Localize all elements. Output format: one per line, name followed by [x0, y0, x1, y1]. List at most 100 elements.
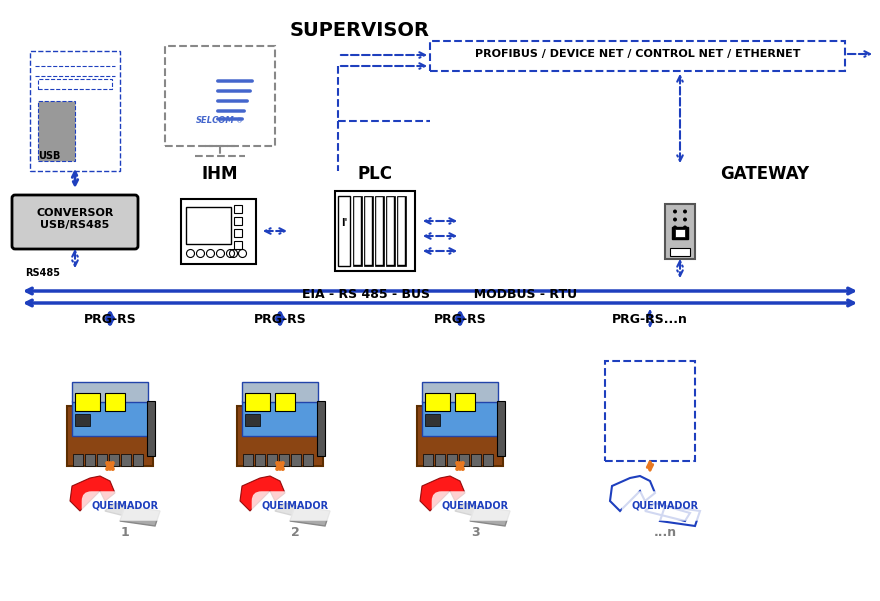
Bar — [455, 393, 475, 411]
Bar — [670, 248, 690, 255]
Text: EIA - RS 485 - BUS          MODBUS - RTU: EIA - RS 485 - BUS MODBUS - RTU — [303, 288, 577, 302]
Bar — [73, 454, 83, 466]
Polygon shape — [70, 476, 115, 511]
Bar — [147, 401, 155, 456]
FancyBboxPatch shape — [12, 195, 138, 249]
Bar — [317, 401, 325, 456]
Text: RS485: RS485 — [25, 268, 60, 278]
Text: PRG-RS...n: PRG-RS...n — [612, 313, 688, 326]
Bar — [675, 229, 685, 237]
Bar — [365, 197, 372, 265]
Bar — [398, 197, 405, 265]
Bar — [353, 196, 362, 266]
Bar — [459, 454, 469, 466]
Bar — [338, 196, 350, 266]
Bar — [279, 454, 289, 466]
Bar — [180, 198, 255, 263]
Polygon shape — [275, 503, 320, 521]
Polygon shape — [120, 506, 160, 526]
Bar — [430, 41, 845, 71]
Bar — [75, 414, 90, 426]
Bar — [471, 454, 481, 466]
Polygon shape — [290, 506, 330, 526]
Bar — [67, 406, 153, 466]
Text: 3: 3 — [471, 526, 480, 539]
Bar — [233, 204, 241, 213]
Bar — [605, 361, 695, 461]
Bar — [233, 216, 241, 225]
Bar — [72, 401, 148, 436]
Bar — [447, 454, 457, 466]
Bar — [255, 454, 265, 466]
Polygon shape — [470, 506, 510, 526]
Text: PRG-RS: PRG-RS — [84, 313, 136, 326]
Bar — [425, 414, 440, 426]
Bar — [233, 240, 241, 248]
Text: CONVERSOR
USB/RS485: CONVERSOR USB/RS485 — [36, 208, 114, 230]
Circle shape — [673, 210, 677, 213]
Circle shape — [683, 225, 687, 230]
Text: QUEIMADOR: QUEIMADOR — [442, 501, 509, 511]
Bar — [417, 406, 503, 466]
Bar — [109, 454, 119, 466]
Text: QUEIMADOR: QUEIMADOR — [632, 501, 699, 511]
Bar — [422, 401, 498, 436]
Bar — [435, 454, 445, 466]
Text: PRG-RS: PRG-RS — [434, 313, 487, 326]
Bar — [422, 382, 498, 402]
Bar — [376, 197, 383, 265]
Bar — [397, 196, 406, 266]
Bar — [121, 454, 131, 466]
Text: SELCOM: SELCOM — [195, 116, 234, 125]
Bar — [242, 401, 318, 436]
Bar — [245, 414, 260, 426]
Polygon shape — [455, 503, 500, 521]
Bar — [423, 454, 433, 466]
Bar — [85, 454, 95, 466]
Text: 1: 1 — [121, 526, 129, 539]
Bar — [386, 196, 395, 266]
Bar — [387, 197, 394, 265]
Bar — [335, 191, 415, 271]
Bar — [425, 393, 450, 411]
Bar — [303, 454, 313, 466]
Bar — [97, 454, 107, 466]
Text: QUEIMADOR: QUEIMADOR — [261, 501, 328, 511]
Text: PLC: PLC — [357, 165, 392, 183]
Bar — [354, 197, 361, 265]
Bar — [233, 228, 241, 237]
Polygon shape — [105, 503, 150, 521]
Text: ...n: ...n — [654, 526, 677, 539]
Circle shape — [673, 218, 677, 222]
Circle shape — [683, 210, 687, 213]
Bar — [483, 454, 493, 466]
Text: IHM: IHM — [202, 165, 238, 183]
Bar — [245, 393, 270, 411]
Text: I': I' — [341, 218, 348, 228]
Polygon shape — [240, 476, 285, 511]
Text: ®: ® — [237, 118, 244, 124]
Text: 2: 2 — [290, 526, 299, 539]
Bar — [267, 454, 277, 466]
Bar — [72, 382, 148, 402]
Text: QUEIMADOR: QUEIMADOR — [92, 501, 158, 511]
Bar — [375, 196, 384, 266]
Text: PROFIBUS / DEVICE NET / CONTROL NET / ETHERNET: PROFIBUS / DEVICE NET / CONTROL NET / ET… — [475, 49, 801, 59]
Bar — [672, 227, 688, 239]
Bar — [186, 207, 231, 243]
Bar — [243, 454, 253, 466]
Bar — [665, 204, 695, 258]
Text: GATEWAY: GATEWAY — [720, 165, 809, 183]
Bar — [275, 393, 295, 411]
Text: PRG-RS: PRG-RS — [253, 313, 306, 326]
Bar — [75, 393, 100, 411]
Bar — [242, 382, 318, 402]
Polygon shape — [38, 101, 75, 161]
Bar — [364, 196, 373, 266]
Bar — [105, 393, 125, 411]
Bar — [497, 401, 505, 456]
Text: SUPERVISOR: SUPERVISOR — [290, 21, 430, 40]
Polygon shape — [420, 476, 465, 511]
Circle shape — [683, 218, 687, 222]
Bar — [291, 454, 301, 466]
